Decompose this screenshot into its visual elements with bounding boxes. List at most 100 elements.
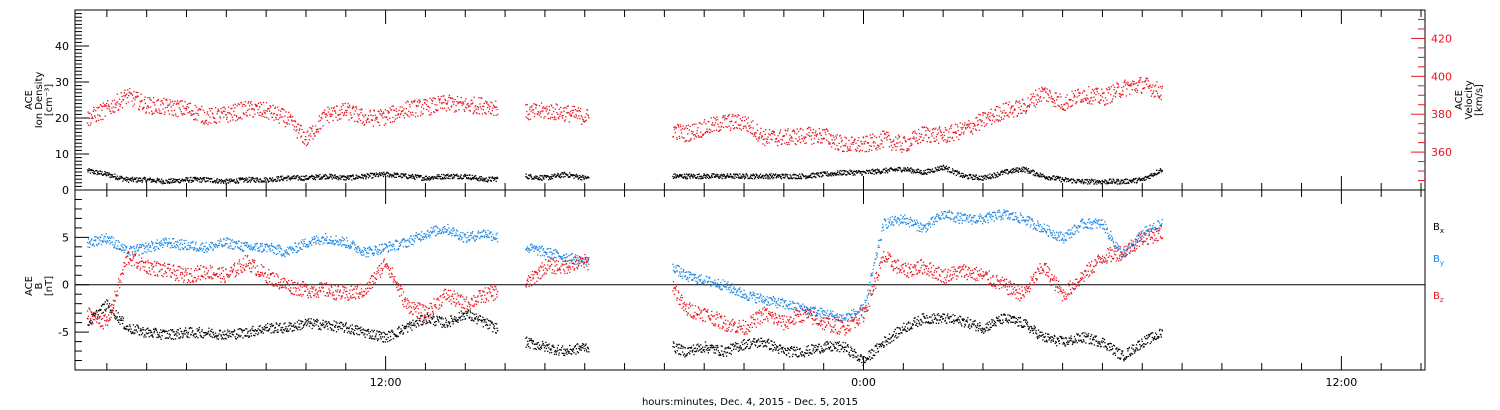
ion-density-series-point (838, 171, 840, 173)
velocity-series-point (545, 110, 547, 112)
velocity-series-point (1083, 90, 1086, 93)
velocity-series-point (369, 111, 371, 113)
ion-density-series-point (772, 177, 774, 180)
ion-density-series-point (1111, 182, 1113, 184)
bx-series-point (113, 313, 115, 315)
ion-density-series-point (215, 182, 217, 184)
ion-density-series-point (682, 176, 684, 178)
bx-series-point (335, 331, 338, 333)
bx-series-point (142, 329, 145, 331)
velocity-series-point (284, 115, 286, 117)
bx-series-point (104, 309, 106, 311)
ion-density-series-point (390, 176, 393, 178)
ion-density-series-point (1139, 179, 1141, 182)
ion-density-series-point (691, 176, 694, 178)
bx-series-point (199, 334, 201, 336)
velocity-series-point (117, 101, 119, 103)
bx-series-point (172, 329, 174, 331)
velocity-series-point (558, 108, 560, 110)
ion-density-series-point (1103, 181, 1105, 183)
velocity-series-point (268, 107, 270, 110)
velocity-series-point (729, 121, 731, 123)
velocity-series-point (174, 113, 177, 115)
ion-density-series-point (329, 173, 331, 175)
ion-density-series-point (815, 173, 817, 175)
velocity-series-point (293, 126, 296, 128)
ion-density-series-point (103, 173, 105, 175)
bx-series-point (373, 338, 375, 340)
velocity-series-point (803, 136, 805, 138)
ion-density-series-point (700, 178, 702, 180)
ion-density-series-point (99, 170, 102, 172)
ion-density-series-point (1051, 178, 1054, 180)
ion-density-series-point (915, 172, 917, 174)
ion-density-series-point (459, 177, 461, 179)
ion-density-series-point (403, 175, 405, 177)
velocity-series-point (398, 113, 400, 115)
ion-density-series-point (352, 174, 354, 176)
velocity-series-point (455, 110, 458, 112)
ion-density-series-point (368, 174, 370, 176)
velocity-series-point (985, 124, 987, 126)
velocity-series-point (992, 113, 994, 115)
velocity-series-point (244, 113, 246, 115)
velocity-series-point (536, 104, 538, 106)
ion-density-series-point (916, 171, 918, 174)
velocity-series-point (1039, 97, 1041, 99)
velocity-series-point (675, 127, 677, 129)
ion-density-series-point (96, 170, 98, 172)
ion-density-series-point (319, 174, 321, 176)
velocity-series-point (1014, 109, 1016, 111)
bx-series-point (338, 325, 340, 328)
bx-series-point (367, 330, 369, 332)
velocity-series-point (137, 95, 139, 97)
velocity-series-point (245, 105, 247, 107)
ion-density-series-point (1043, 175, 1045, 177)
velocity-series-point (136, 95, 138, 97)
velocity-series-point (176, 100, 179, 102)
ion-density-series-point (305, 178, 307, 181)
velocity-series-point (1110, 86, 1112, 88)
ion-density-series-point (676, 176, 678, 178)
bx-series-point (134, 326, 136, 328)
ion-density-series-point (1076, 178, 1078, 181)
velocity-series-point (1019, 108, 1022, 111)
ion-density-series-point (877, 171, 880, 173)
velocity-series-point (733, 115, 735, 117)
bx-series-point (372, 338, 374, 340)
velocity-series-point (927, 128, 929, 130)
bx-series-point (215, 332, 217, 334)
velocity-series-point (995, 119, 997, 121)
bx-series-point (201, 329, 203, 331)
bx-series-point (100, 305, 103, 307)
ion-density-series-point (1070, 178, 1073, 180)
ion-density-series-point (1058, 177, 1060, 179)
ion-density-series-point (151, 178, 154, 181)
velocity-series-point (902, 148, 904, 150)
velocity-series-point (130, 92, 132, 94)
bx-series-point (164, 337, 167, 339)
bx-series-point (330, 329, 332, 331)
ion-density-series-point (685, 178, 687, 180)
ion-density-series-point (194, 178, 196, 180)
ion-density-series-point (860, 172, 862, 174)
ion-density-series-point (1106, 181, 1108, 183)
velocity-series-point (143, 106, 145, 108)
velocity-series-point (209, 110, 212, 112)
velocity-series-point (259, 106, 261, 108)
ion-density-series-point (157, 180, 159, 182)
velocity-series-point (799, 128, 801, 130)
bx-series-point (459, 317, 461, 319)
velocity-series-point (155, 110, 158, 112)
ion-density-series-point (913, 170, 915, 173)
ion-density-series-point (1083, 181, 1086, 183)
ion-density-series-point (403, 174, 406, 176)
ion-density-series-point (347, 178, 350, 180)
ion-density-series-point (907, 170, 909, 172)
ion-density-series-point (393, 174, 395, 176)
ion-density-series-point (1044, 176, 1046, 179)
ion-density-series-point (683, 176, 685, 178)
velocity-series-point (145, 112, 147, 114)
bx-series-point (165, 330, 167, 332)
bx-series-point (352, 331, 354, 333)
